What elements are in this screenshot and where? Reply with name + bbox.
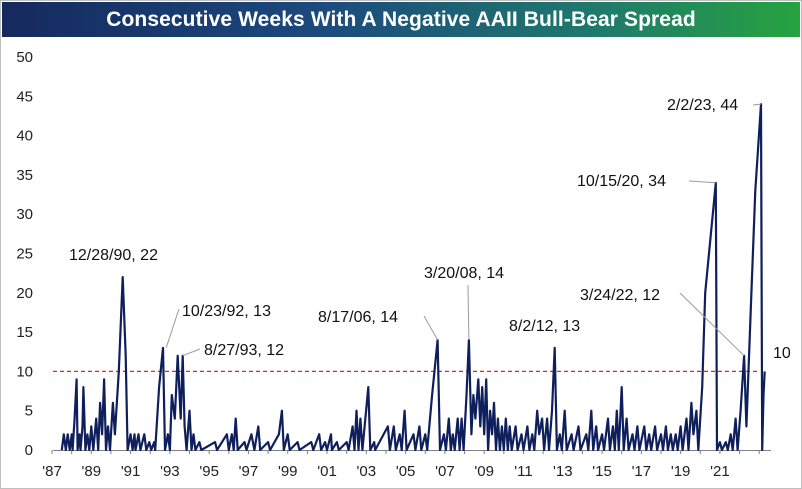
series-line-0 [60,103,766,452]
x-tick-label-03: '03 [357,463,377,480]
y-tick-label-30: 30 [16,206,33,223]
annotation-label-9: 10 [773,345,791,362]
x-tick-label-17: '17 [632,463,652,480]
y-tick-label-50: 50 [16,49,33,66]
x-tick-label-01: '01 [317,463,337,480]
x-tick-label-07: '07 [435,463,455,480]
x-tick-label-11: '11 [514,463,532,480]
annotation-leader-2 [182,348,201,357]
annotation-label-3: 8/17/06, 14 [318,309,398,326]
annotation-leader-3 [423,315,439,341]
x-tick-label-97: '97 [239,463,259,480]
annotation-leader-7 [679,292,745,357]
y-tick-label-5: 5 [25,403,33,420]
x-tick-label-93: '93 [160,463,180,480]
y-tick-label-40: 40 [16,128,33,145]
x-tick-label-89: '89 [82,463,102,480]
x-tick-label-19: '19 [671,463,691,480]
y-tick-label-10: 10 [16,363,33,380]
annotation-label-2: 8/27/93, 12 [204,342,284,359]
x-tick-label-99: '99 [278,463,298,480]
annotation-label-8: 2/2/23, 44 [667,97,738,114]
y-tick-label-45: 45 [16,88,33,105]
x-tick-label-05: '05 [396,463,416,480]
x-tick-label-87: '87 [42,463,62,480]
y-tick-label-35: 35 [16,167,33,184]
annotation-label-7: 3/24/22, 12 [580,287,660,304]
x-tick-label-13: '13 [553,463,573,480]
annotation-label-4: 3/20/08, 14 [424,265,504,282]
y-tick-label-20: 20 [16,285,33,302]
x-tick-label-95: '95 [199,463,219,480]
annotation-label-6: 10/15/20, 34 [577,173,666,190]
x-tick-label-15: '15 [592,463,612,480]
annotation-label-0: 12/28/90, 22 [69,247,158,264]
y-tick-label-25: 25 [16,246,33,263]
annotation-leader-1 [165,308,180,348]
y-tick-label-0: 0 [25,442,33,459]
annotation-leader-6 [688,180,716,184]
annotation-label-5: 8/2/12, 13 [509,318,580,335]
x-tick-label-09: '09 [474,463,494,480]
annotation-leader-4 [467,284,470,340]
annotation-leader-8 [752,103,762,106]
x-tick-label-21: '21 [710,463,730,480]
chart-title: Consecutive Weeks With A Negative AAII B… [2,2,800,37]
x-tick-label-91: '91 [121,463,141,480]
annotation-label-1: 10/23/92, 13 [182,303,271,320]
y-tick-label-15: 15 [16,324,33,341]
